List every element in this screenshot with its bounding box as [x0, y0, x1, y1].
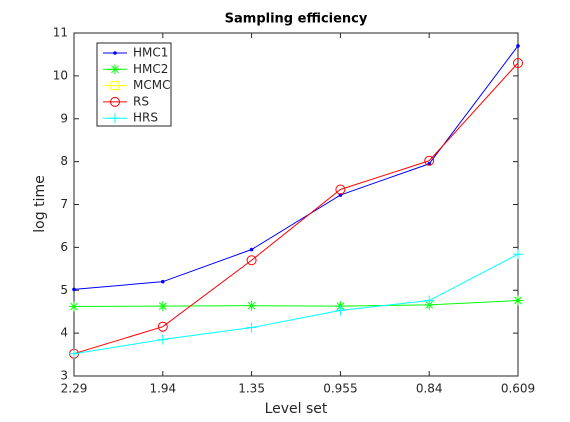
marker: [335, 305, 346, 316]
marker-shape: [249, 247, 254, 252]
marker-shape: [335, 184, 346, 195]
legend-label: RS: [133, 94, 149, 108]
y-tick-label: 3: [60, 369, 68, 383]
marker-shape: [110, 96, 120, 107]
y-tick-label: 8: [60, 154, 68, 168]
marker-shape: [72, 287, 76, 292]
marker: [335, 184, 346, 195]
marker-shape: [113, 51, 117, 55]
series-line: [73, 62, 519, 355]
marker-shape: [514, 296, 522, 305]
x-tick-label: 1.35: [238, 382, 265, 396]
marker-shape: [157, 321, 168, 332]
marker-shape: [111, 65, 119, 74]
marker: [427, 161, 432, 166]
marker: [110, 64, 120, 75]
marker: [249, 247, 254, 252]
marker-shape: [246, 255, 257, 266]
y-tick-label: 11: [53, 26, 68, 40]
marker: [110, 113, 120, 124]
x-tick-label: 0.84: [416, 382, 443, 396]
legend-label: HMC1: [133, 46, 168, 60]
x-tick-label: 1.94: [149, 382, 176, 396]
y-tick-label: 9: [60, 111, 68, 125]
x-tick-label: 2.29: [61, 382, 88, 396]
marker: [110, 81, 120, 91]
marker-shape: [427, 161, 432, 166]
marker: [157, 301, 168, 312]
x-tick-label: 0.955: [323, 382, 357, 396]
marker: [72, 287, 76, 292]
marker-shape: [247, 301, 256, 310]
y-tick-label: 7: [60, 197, 68, 211]
y-tick-label: 4: [60, 326, 68, 340]
marker: [516, 44, 520, 48]
legend-box: [96, 42, 172, 127]
x-tick-label: 0.609: [501, 382, 535, 396]
marker-shape: [70, 302, 78, 311]
legend-label: HRS: [133, 111, 158, 125]
marker: [113, 51, 117, 55]
marker: [513, 295, 523, 306]
y-tick-label: 10: [53, 68, 68, 82]
legend-label: HMC2: [133, 62, 168, 76]
x-axis-label: Level set: [265, 401, 328, 417]
chart-title: Sampling efficiency: [225, 12, 368, 27]
marker-shape: [516, 44, 520, 48]
marker-shape: [513, 58, 523, 69]
marker: [69, 348, 79, 359]
marker-shape: [158, 302, 167, 310]
series-line: [73, 253, 519, 355]
series-line: [73, 300, 519, 308]
marker: [157, 334, 168, 345]
y-tick-label: 5: [60, 283, 68, 297]
marker: [110, 96, 120, 107]
marker: [246, 300, 257, 311]
marker: [69, 301, 79, 312]
marker-shape: [161, 279, 165, 284]
y-axis-label: log time: [32, 175, 48, 232]
legend-label: MCMC: [133, 78, 170, 92]
marker: [424, 295, 435, 306]
marker: [161, 279, 165, 284]
marker: [513, 249, 523, 260]
marker-shape: [424, 155, 435, 166]
marker: [246, 255, 257, 266]
marker-shape: [110, 81, 120, 91]
y-tick-label: 6: [60, 240, 68, 254]
marker: [246, 322, 257, 333]
marker: [424, 155, 435, 166]
marker: [157, 321, 168, 332]
marker: [513, 58, 523, 69]
